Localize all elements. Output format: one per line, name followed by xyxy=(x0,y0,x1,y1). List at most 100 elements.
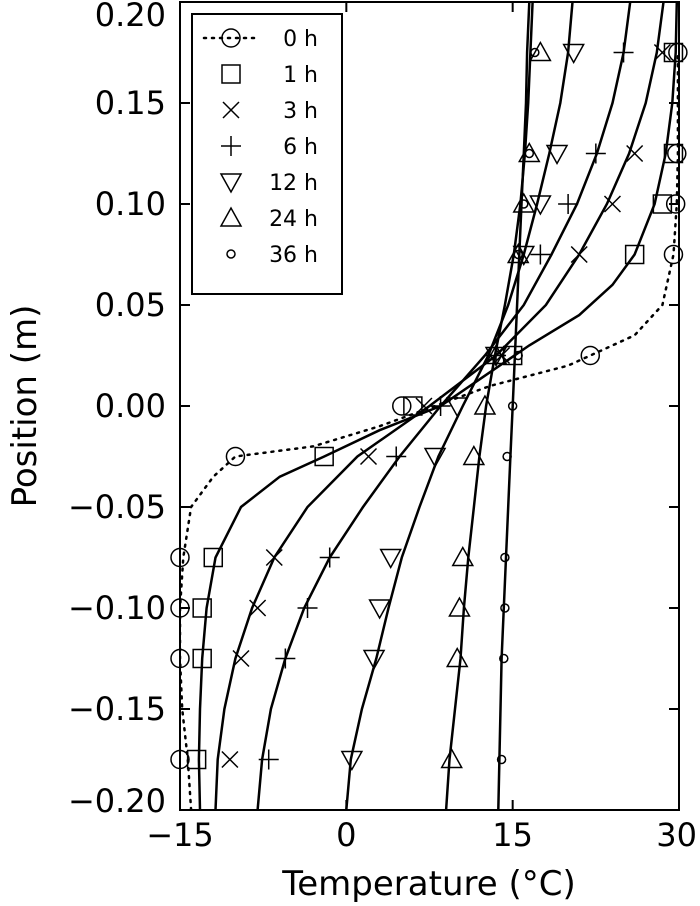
data-point-36h xyxy=(496,754,507,765)
legend-label: 36 h xyxy=(269,243,318,268)
data-point-1h xyxy=(403,396,423,416)
legend-marker xyxy=(219,206,243,227)
data-point-12h xyxy=(545,144,569,166)
legend-label: 6 h xyxy=(283,135,318,160)
data-point-24h xyxy=(484,343,508,365)
data-point-3h xyxy=(653,43,671,62)
series-line-36h xyxy=(497,2,531,810)
legend-label: 0 h xyxy=(283,27,318,52)
y-axis-label: Position (m) xyxy=(5,305,45,508)
data-point-24h xyxy=(462,444,486,466)
data-point-24h xyxy=(512,192,536,213)
data-point-36h xyxy=(500,552,510,563)
data-point-0h xyxy=(580,345,601,366)
data-point-12h xyxy=(562,43,585,65)
data-point-36h xyxy=(519,199,529,209)
series-line-12h xyxy=(345,2,574,810)
x-tick-label: 15 xyxy=(492,816,533,854)
data-point-1h xyxy=(192,648,212,669)
series-line-3h xyxy=(214,2,665,810)
data-point-36h xyxy=(507,401,518,411)
y-tick-label: −0.20 xyxy=(68,782,166,820)
data-point-12h xyxy=(368,599,391,620)
y-tick-label: 0.10 xyxy=(95,185,166,223)
y-tick-label: 0.00 xyxy=(95,387,166,425)
data-point-1h xyxy=(192,598,212,618)
data-point-1h xyxy=(624,244,645,265)
data-point-1h xyxy=(314,446,334,467)
data-point-24h xyxy=(448,596,471,617)
data-point-12h xyxy=(340,750,364,772)
data-point-0h xyxy=(665,194,686,214)
data-point-36h xyxy=(513,350,523,361)
data-point-6h xyxy=(558,194,579,214)
data-point-24h xyxy=(529,40,552,62)
legend-label: 24 h xyxy=(269,207,318,232)
legend-marker xyxy=(222,101,240,119)
y-tick-label: 0.05 xyxy=(95,286,166,324)
data-point-6h xyxy=(430,396,451,416)
data-point-0h xyxy=(663,244,684,265)
data-point-3h xyxy=(570,245,588,264)
data-point-24h xyxy=(445,646,469,668)
data-point-36h xyxy=(500,603,510,613)
legend-box xyxy=(191,13,343,295)
series-line-0h xyxy=(180,51,679,810)
data-point-36h xyxy=(530,47,540,58)
data-point-12h xyxy=(484,346,508,368)
legend-marker xyxy=(221,28,241,48)
data-point-3h xyxy=(249,599,267,617)
data-point-24h xyxy=(451,545,475,567)
legend-label: 12 h xyxy=(269,171,318,196)
data-point-6h xyxy=(585,143,606,164)
data-point-12h xyxy=(529,195,552,216)
y-tick-label: −0.10 xyxy=(68,589,166,627)
y-axis: −0.20 −0.15 −0.10 −0.05 0.00 0.05 0.10 0.15 0.20 xyxy=(68,0,679,820)
x-tick-label: −15 xyxy=(146,816,214,854)
series-line-24h xyxy=(444,2,534,810)
data-point-6h xyxy=(319,547,340,568)
data-point-1h xyxy=(186,749,207,770)
legend-label: 3 h xyxy=(283,99,318,124)
data-point-3h xyxy=(603,195,621,213)
data-point-24h xyxy=(473,394,497,415)
data-point-3h xyxy=(415,397,433,415)
data-point-6h xyxy=(258,749,279,770)
legend-marker xyxy=(221,64,241,84)
legend-marker xyxy=(221,136,241,156)
data-point-1h xyxy=(663,42,684,63)
data-point-36h xyxy=(502,451,512,462)
legend: 0 h 1 h 3 h 6 h 12 h 24 h 36 h xyxy=(191,13,343,295)
x-tick-label: 30 xyxy=(656,816,697,854)
y-tick-label: −0.05 xyxy=(68,488,166,526)
data-markers xyxy=(170,40,688,772)
data-point-1h xyxy=(663,143,684,164)
y-tick-label: 0.20 xyxy=(95,0,166,34)
data-point-24h xyxy=(506,242,530,264)
data-point-36h xyxy=(513,249,523,260)
legend-marker xyxy=(219,173,243,194)
x-axis: −15 0 15 30 xyxy=(146,2,697,854)
x-axis-label: Temperature (°C) xyxy=(281,864,575,904)
data-point-3h xyxy=(265,548,283,567)
data-point-12h xyxy=(423,447,447,469)
data-point-1h xyxy=(203,547,224,568)
data-point-3h xyxy=(221,750,239,769)
data-point-6h xyxy=(486,345,507,366)
legend-label: 1 h xyxy=(283,63,318,88)
data-point-3h xyxy=(232,649,250,668)
data-point-12h xyxy=(445,397,469,418)
data-point-12h xyxy=(362,649,386,671)
y-tick-label: 0.15 xyxy=(95,84,166,122)
x-tick-label: 0 xyxy=(336,816,356,854)
data-point-0h xyxy=(225,446,246,467)
data-point-12h xyxy=(379,548,402,570)
data-point-24h xyxy=(518,141,541,163)
legend-marker xyxy=(226,249,236,259)
data-point-24h xyxy=(440,747,463,769)
data-point-6h xyxy=(275,648,296,669)
y-tick-label: −0.15 xyxy=(68,690,166,728)
data-point-3h xyxy=(359,447,378,466)
data-point-36h xyxy=(499,653,509,664)
